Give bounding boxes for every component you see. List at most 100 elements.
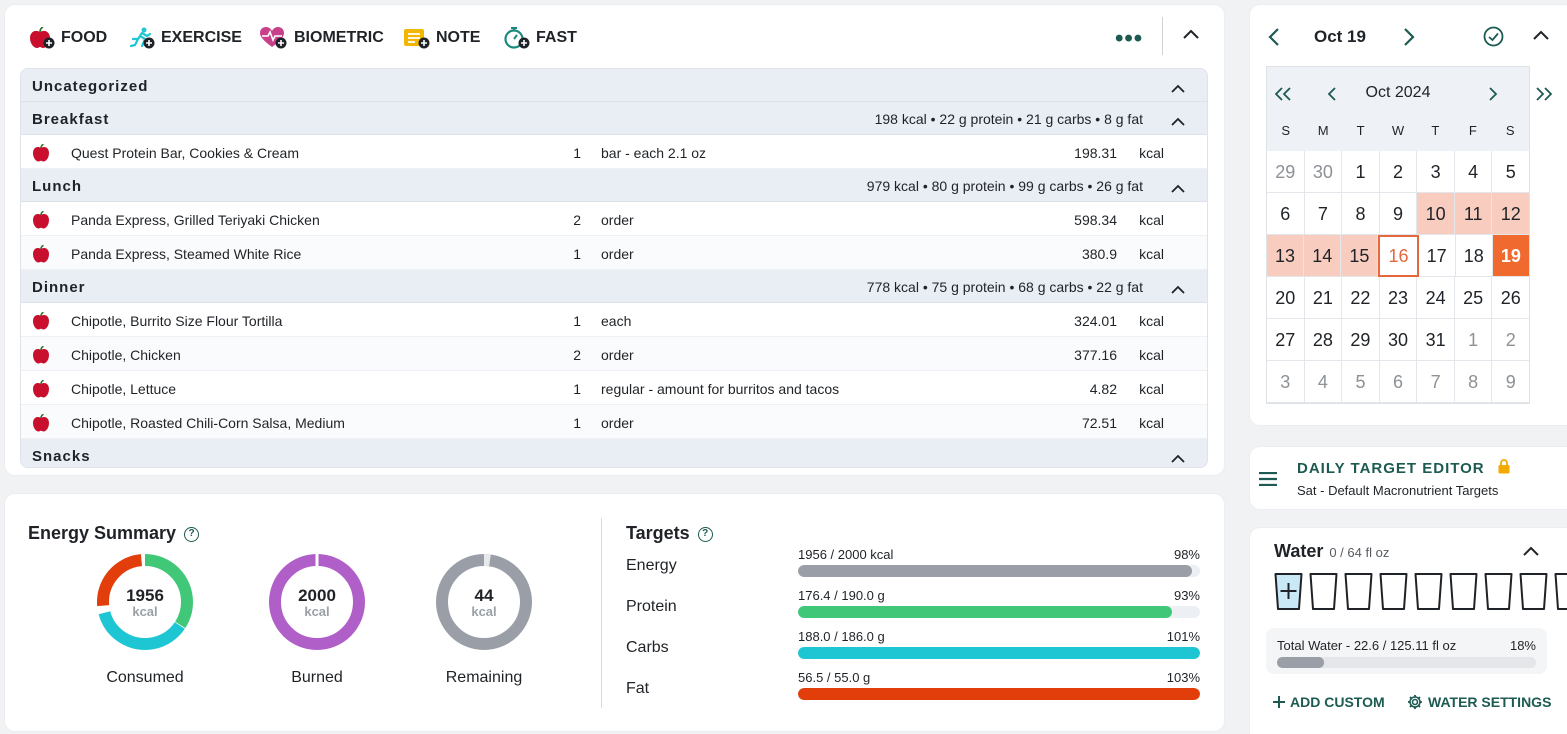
calendar-day[interactable]: 18 [1455, 235, 1493, 277]
calendar-day[interactable]: 21 [1304, 277, 1343, 319]
help-icon[interactable]: ? [697, 526, 713, 542]
calendar-day[interactable]: 30 [1379, 319, 1418, 361]
calendar-day[interactable]: 12 [1492, 193, 1530, 235]
water-cup-icon[interactable] [1519, 572, 1548, 612]
food-entry-row[interactable]: Chipotle, Chicken 2 order 377.16 kcal [21, 337, 1207, 371]
food-entry-row[interactable]: Panda Express, Grilled Teriyaki Chicken 2… [21, 202, 1207, 236]
add-note-button[interactable]: NOTE [404, 27, 480, 49]
calendar-day[interactable]: 20 [1267, 277, 1305, 319]
chevron-up-icon[interactable] [1523, 546, 1539, 556]
target-bar [798, 647, 1200, 659]
chevron-right-icon[interactable] [1489, 87, 1498, 101]
water-cup-icon[interactable] [1554, 572, 1567, 612]
add-water-cup-icon[interactable] [1274, 572, 1303, 612]
meal-group-name: Uncategorized [32, 78, 149, 95]
calendar-day[interactable]: 6 [1379, 361, 1418, 403]
calendar-day[interactable]: 26 [1492, 277, 1530, 319]
food-entry-row[interactable]: Panda Express, Steamed White Rice 1 order 3… [21, 236, 1207, 270]
calendar-day[interactable]: 2 [1379, 151, 1418, 193]
food-entry-row[interactable]: Chipotle, Roasted Chili-Corn Salsa, Medi… [21, 405, 1207, 439]
help-icon[interactable]: ? [184, 526, 200, 542]
calendar-day[interactable]: 11 [1454, 193, 1493, 235]
chevron-up-icon[interactable] [1171, 450, 1185, 466]
food-name: Chipotle, Chicken [71, 347, 181, 363]
water-cup-icon[interactable] [1449, 572, 1478, 612]
add-fast-button[interactable]: FAST [504, 27, 577, 49]
food-entry-row[interactable]: Chipotle, Lettuce 1 regular - amount for b… [21, 371, 1207, 405]
calendar-day[interactable]: 5 [1492, 151, 1530, 193]
water-cup-icon[interactable] [1309, 572, 1338, 612]
meal-group-header[interactable]: Dinner 778 kcal • 75 g protein • 68 g car… [21, 270, 1207, 303]
add-exercise-button[interactable]: EXERCISE [129, 27, 242, 49]
calendar-day[interactable]: 19 [1492, 235, 1529, 277]
chevron-up-icon[interactable] [1183, 29, 1199, 39]
calendar-day[interactable]: 1 [1454, 319, 1493, 361]
calendar-day[interactable]: 9 [1379, 193, 1418, 235]
meal-group-header[interactable]: Breakfast 198 kcal • 22 g protein • 21 g … [21, 102, 1207, 135]
double-chevron-left-icon[interactable] [1275, 87, 1291, 101]
add-biometric-button[interactable]: BIOMETRIC [260, 27, 384, 49]
more-options-icon[interactable]: ••• [1115, 25, 1144, 52]
calendar-day[interactable]: 24 [1417, 277, 1455, 319]
plus-icon [1273, 696, 1285, 708]
food-kcal-unit: kcal [1139, 212, 1164, 228]
calendar-day[interactable]: 2 [1492, 319, 1530, 361]
calendar-day[interactable]: 7 [1417, 361, 1455, 403]
calendar-day[interactable]: 9 [1492, 361, 1530, 403]
chevron-up-icon[interactable] [1171, 80, 1185, 96]
water-cup-icon[interactable] [1414, 572, 1443, 612]
calendar-day[interactable]: 31 [1417, 319, 1455, 361]
calendar-day[interactable]: 1 [1342, 151, 1380, 193]
calendar-day[interactable]: 17 [1418, 235, 1456, 277]
calendar-day[interactable]: 29 [1342, 319, 1380, 361]
calendar-day[interactable]: 23 [1379, 277, 1418, 319]
meal-group-header[interactable]: Uncategorized [21, 69, 1207, 102]
calendar-day[interactable]: 30 [1304, 151, 1343, 193]
calendar-day[interactable]: 3 [1417, 151, 1455, 193]
check-circle-icon[interactable] [1483, 26, 1504, 47]
total-water-text: Total Water - 22.6 / 125.11 fl oz [1277, 638, 1457, 653]
food-label: FOOD [61, 29, 108, 46]
calendar-day[interactable]: 4 [1304, 361, 1343, 403]
calendar-day[interactable]: 3 [1267, 361, 1305, 403]
calendar-day[interactable]: 4 [1454, 151, 1493, 193]
calendar-day[interactable]: 16 [1378, 235, 1419, 277]
water-settings-button[interactable]: WATER SETTINGS [1407, 694, 1551, 710]
meal-group-header[interactable]: Lunch 979 kcal • 80 g protein • 99 g carb… [21, 169, 1207, 202]
add-custom-button[interactable]: ADD CUSTOM [1273, 694, 1385, 710]
target-percent: 93% [1173, 588, 1200, 603]
chevron-right-icon[interactable] [1403, 28, 1415, 46]
calendar-day[interactable]: 8 [1454, 361, 1493, 403]
food-entry-row[interactable]: Quest Protein Bar, Cookies & Cream 1 bar -… [21, 135, 1207, 169]
calendar-day[interactable]: 29 [1267, 151, 1305, 193]
calendar-day[interactable]: 22 [1342, 277, 1380, 319]
water-cup-icon[interactable] [1484, 572, 1513, 612]
water-cup-icon[interactable] [1379, 572, 1408, 612]
calendar-day[interactable]: 5 [1342, 361, 1380, 403]
add-food-button[interactable]: FOOD [29, 27, 107, 49]
current-date[interactable]: Oct 19 [1314, 27, 1366, 46]
food-entry-row[interactable]: Chipotle, Burrito Size Flour Tortilla 1 ea… [21, 303, 1207, 337]
calendar-day[interactable]: 14 [1304, 235, 1342, 277]
water-cup-icon[interactable] [1344, 572, 1373, 612]
calendar-day[interactable]: 15 [1341, 235, 1379, 277]
calendar-day[interactable]: 25 [1454, 277, 1493, 319]
calendar-day[interactable]: 10 [1417, 193, 1455, 235]
chevron-up-icon[interactable] [1533, 30, 1549, 40]
calendar-day[interactable]: 13 [1267, 235, 1305, 277]
calendar-day[interactable]: 6 [1267, 193, 1305, 235]
meal-group-header[interactable]: Snacks [21, 439, 1207, 467]
daily-target-editor-card[interactable]: DAILY TARGET EDITOR Sat - Default Macron… [1250, 447, 1567, 509]
chevron-left-icon[interactable] [1327, 87, 1336, 101]
chevron-left-icon[interactable] [1268, 28, 1280, 46]
calendar-day[interactable]: 28 [1304, 319, 1343, 361]
double-chevron-right-icon[interactable] [1536, 87, 1552, 101]
calendar-month[interactable]: Oct 2024 [1365, 84, 1431, 101]
chevron-up-icon[interactable] [1171, 113, 1185, 129]
calendar-day[interactable]: 7 [1304, 193, 1343, 235]
calendar-day[interactable]: 8 [1342, 193, 1380, 235]
menu-icon[interactable] [1259, 472, 1277, 486]
chevron-up-icon[interactable] [1171, 281, 1185, 297]
chevron-up-icon[interactable] [1171, 180, 1185, 196]
calendar-day[interactable]: 27 [1267, 319, 1305, 361]
